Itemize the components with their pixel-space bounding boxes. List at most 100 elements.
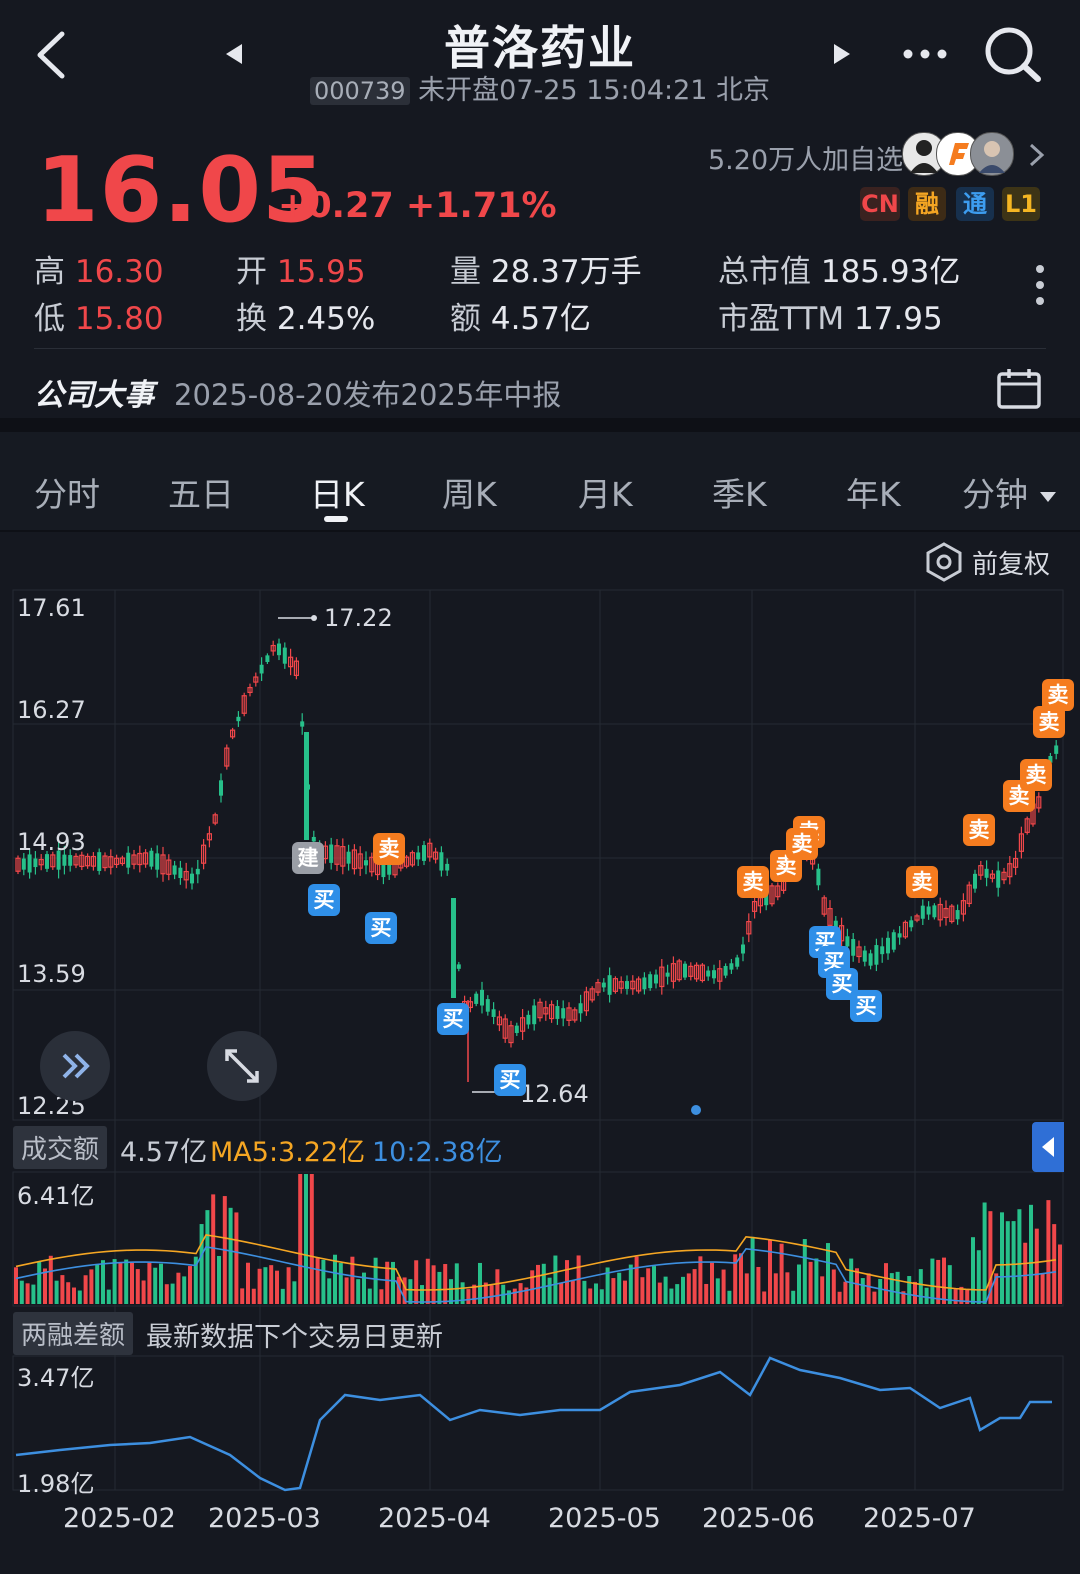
- candle-body: [578, 1003, 583, 1014]
- candle-body: [404, 856, 410, 867]
- company-events-text[interactable]: 2025-08-20发布2025年中报: [174, 378, 562, 412]
- tab-monthly-k[interactable]: 月K: [578, 475, 633, 514]
- candle-body: [259, 664, 264, 674]
- candle-body: [496, 1016, 502, 1026]
- stock-status-line: 000739 未开盘07-25 15:04:21 北京: [0, 68, 1080, 107]
- badge-l1[interactable]: L1: [1002, 187, 1040, 221]
- marker-buy[interactable]: 买: [437, 1003, 469, 1035]
- candle-body: [845, 936, 850, 947]
- tab-weekly-k[interactable]: 周K: [442, 475, 497, 514]
- volume-bar: [785, 1272, 790, 1304]
- volume-bar: [971, 1237, 975, 1304]
- back-icon[interactable]: [34, 30, 68, 80]
- volume-bar: [1058, 1244, 1062, 1304]
- volume-bar: [367, 1288, 372, 1304]
- tab-minute[interactable]: 分钟: [962, 468, 1057, 516]
- volume-bar: [640, 1277, 645, 1304]
- fullscreen-button[interactable]: [207, 1031, 277, 1101]
- marker-sell[interactable]: 卖: [1033, 706, 1065, 738]
- margin-panel-label[interactable]: 两融差额: [13, 1312, 134, 1355]
- candle-body: [27, 854, 32, 873]
- page-indicator-dot: [691, 1105, 701, 1115]
- volume-bar: [124, 1259, 129, 1304]
- volume-bar: [913, 1281, 917, 1304]
- candle-body: [683, 963, 687, 978]
- next-stock-icon[interactable]: [832, 42, 852, 66]
- badge-margin[interactable]: 融: [908, 187, 946, 221]
- volume-bar: [246, 1262, 250, 1304]
- marker-build[interactable]: 建: [292, 842, 324, 874]
- tab-quarterly-k[interactable]: 季K: [712, 475, 767, 514]
- chevron-right-icon[interactable]: [1028, 142, 1046, 168]
- tab-intraday[interactable]: 分时: [34, 475, 100, 514]
- volume-bar: [379, 1289, 384, 1304]
- search-icon[interactable]: [982, 24, 1044, 84]
- more-icon[interactable]: [900, 44, 950, 64]
- volume-bar: [617, 1272, 622, 1304]
- candle-body: [932, 905, 937, 918]
- kline-chart[interactable]: [0, 586, 1080, 1506]
- volume-bar: [942, 1257, 946, 1304]
- active-tab-indicator: [324, 516, 348, 522]
- marker-sell[interactable]: 卖: [786, 828, 818, 860]
- candle-body: [693, 964, 700, 980]
- volume-bar: [199, 1224, 204, 1304]
- tab-five-day[interactable]: 五日: [168, 475, 234, 514]
- marker-sell[interactable]: 卖: [1020, 759, 1052, 791]
- badge-connect[interactable]: 通: [956, 187, 994, 221]
- marker-sell[interactable]: 卖: [906, 866, 938, 898]
- volume-bar: [1005, 1221, 1010, 1304]
- volume-panel-label[interactable]: 成交额: [13, 1126, 108, 1169]
- badge-cn[interactable]: CN: [860, 187, 900, 221]
- volume-bar: [1017, 1209, 1022, 1304]
- candle-body: [113, 857, 120, 866]
- volume-bar: [826, 1243, 830, 1304]
- margin-bottom-tick: 1.98亿: [17, 1470, 95, 1498]
- volume-bar: [599, 1289, 604, 1304]
- more-vertical-icon[interactable]: [1030, 262, 1050, 310]
- candle-body: [172, 865, 177, 875]
- volume-bar: [901, 1291, 906, 1304]
- marker-buy[interactable]: 买: [494, 1064, 526, 1096]
- candle-body: [1001, 871, 1007, 881]
- candle-body: [126, 852, 131, 868]
- volume-bar: [1034, 1228, 1039, 1304]
- volume-bar: [1023, 1242, 1028, 1304]
- candle-body: [949, 905, 955, 923]
- follower-avatars[interactable]: [902, 132, 1014, 176]
- settings-hex-icon: [926, 542, 962, 582]
- candle-body: [868, 953, 873, 966]
- volume-bar: [536, 1264, 540, 1304]
- volume-bar: [669, 1288, 674, 1304]
- candle-body: [56, 850, 61, 870]
- volume-bar: [721, 1269, 726, 1304]
- tab-yearly-k[interactable]: 年K: [846, 475, 901, 514]
- candle-body: [862, 950, 867, 962]
- tab-daily-k[interactable]: 日K: [310, 475, 365, 514]
- candle-body: [607, 975, 612, 995]
- stat-label: 市盈TTM: [718, 301, 845, 337]
- marker-buy[interactable]: 买: [850, 990, 882, 1022]
- calendar-icon[interactable]: [996, 366, 1042, 410]
- candle-body: [206, 833, 212, 841]
- collapse-panel-button[interactable]: [1032, 1122, 1064, 1172]
- volume-bar: [77, 1290, 82, 1304]
- marker-sell[interactable]: 卖: [737, 866, 769, 898]
- marker-sell[interactable]: 卖: [373, 833, 405, 865]
- prev-stock-icon[interactable]: [224, 42, 244, 66]
- candle-body: [369, 856, 375, 873]
- marker-buy[interactable]: 买: [308, 884, 340, 916]
- volume-bar: [257, 1268, 262, 1304]
- volume-bar: [106, 1289, 111, 1304]
- marker-buy[interactable]: 买: [365, 912, 397, 944]
- candle-body: [119, 857, 126, 865]
- volume-bar: [251, 1288, 256, 1304]
- volume-bar: [866, 1273, 871, 1304]
- marker-sell[interactable]: 卖: [1042, 679, 1074, 711]
- volume-bar: [715, 1278, 720, 1304]
- candle-body: [926, 906, 931, 915]
- stat-volume: 量 28.37万手: [450, 246, 642, 291]
- scroll-to-latest-button[interactable]: [40, 1031, 110, 1101]
- candle-body: [943, 907, 949, 919]
- marker-sell[interactable]: 卖: [963, 814, 995, 846]
